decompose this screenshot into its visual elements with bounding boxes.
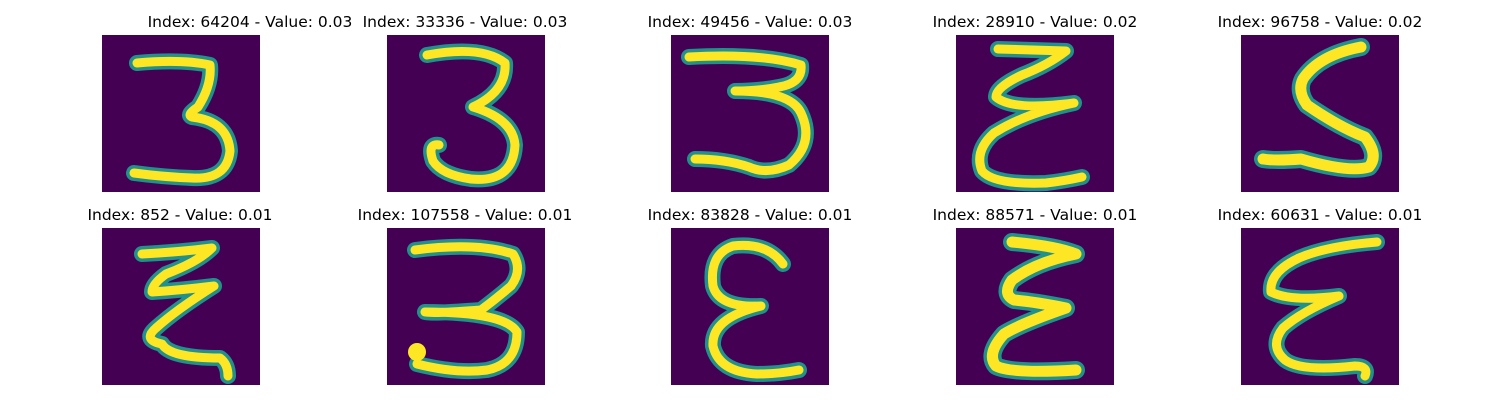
glyph-image-3 <box>387 228 545 385</box>
panel: Index: 96758 - Value: 0.02 <box>1170 12 1470 202</box>
glyph-stroke <box>1266 237 1382 381</box>
glyph-stroke <box>129 56 235 183</box>
panel: Index: 107558 - Value: 0.01 <box>315 205 615 395</box>
glyph-image-3 <box>671 35 829 192</box>
glyph-image-epsilon <box>956 35 1114 192</box>
glyph-image-epsilon <box>956 228 1114 385</box>
glyph-svg <box>983 233 1085 381</box>
panel-title: Index: 96758 - Value: 0.02 <box>1217 13 1423 31</box>
glyph-stroke-edge <box>681 48 814 179</box>
panel-title: Index: 107558 - Value: 0.01 <box>357 206 573 224</box>
panel-title: Index: 88571 - Value: 0.01 <box>932 206 1138 224</box>
glyph-image-z <box>102 228 260 385</box>
panel: Index: 64204 - Value: 0.03 <box>100 12 400 202</box>
panel: Index: 28910 - Value: 0.02 <box>885 12 1185 202</box>
panel: Index: 852 - Value: 0.01 <box>30 205 330 395</box>
panel: Index: 60631 - Value: 0.01 <box>1170 205 1470 395</box>
glyph-stroke <box>684 51 811 175</box>
glyph-image-epsilon <box>671 228 829 385</box>
panel: Index: 33336 - Value: 0.03 <box>315 12 615 202</box>
panel-title: Index: 852 - Value: 0.01 <box>87 206 273 224</box>
glyph-stroke <box>137 243 233 381</box>
glyph-svg <box>407 238 526 380</box>
panel-title: Index: 60631 - Value: 0.01 <box>1217 206 1423 224</box>
glyph-stroke <box>410 242 522 376</box>
glyph-stroke <box>707 240 804 379</box>
glyph-svg <box>126 53 238 187</box>
glyph-svg <box>704 237 807 382</box>
glyph-image-epsilon <box>1241 228 1399 385</box>
panel-title: Index: 33336 - Value: 0.03 <box>362 13 568 31</box>
glyph-svg <box>1254 38 1383 178</box>
panel: Index: 88571 - Value: 0.01 <box>885 205 1185 395</box>
glyph-svg <box>681 48 814 179</box>
panel-title: Index: 49456 - Value: 0.03 <box>647 13 853 31</box>
glyph-svg <box>419 43 523 188</box>
glyph-stroke <box>422 46 520 184</box>
glyph-blob <box>408 343 426 361</box>
glyph-svg <box>1262 234 1385 384</box>
glyph-stroke <box>975 44 1087 188</box>
glyph-stroke <box>1257 41 1379 175</box>
glyph-svg <box>971 41 1090 192</box>
glyph-stroke <box>986 236 1082 377</box>
panel-title: Index: 64204 - Value: 0.03 <box>147 13 353 31</box>
glyph-image-3 <box>102 35 260 192</box>
panel-title: Index: 28910 - Value: 0.02 <box>932 13 1138 31</box>
glyph-image-s <box>1241 35 1399 192</box>
glyph-image-3 <box>387 35 545 192</box>
glyph-svg <box>134 240 236 384</box>
panel: Index: 83828 - Value: 0.01 <box>600 205 900 395</box>
panel-title: Index: 83828 - Value: 0.01 <box>647 206 853 224</box>
panel: Index: 49456 - Value: 0.03 <box>600 12 900 202</box>
